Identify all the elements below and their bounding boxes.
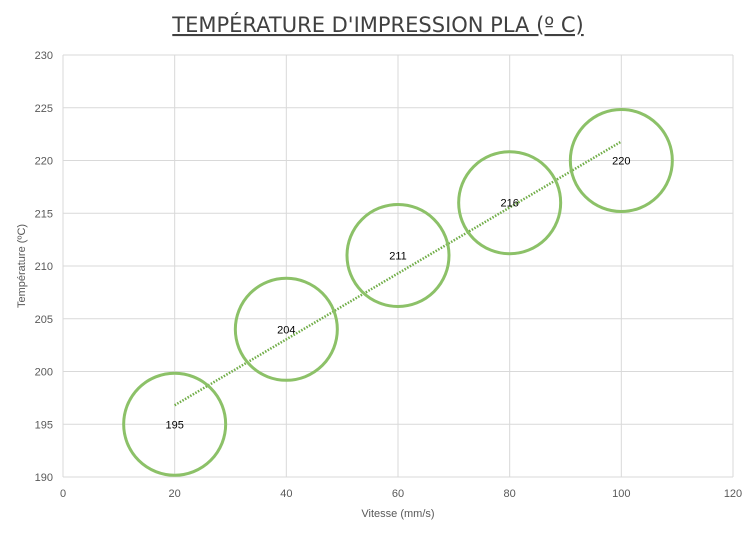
data-label: 204 xyxy=(277,324,295,336)
data-point xyxy=(345,202,451,308)
y-tick-label: 220 xyxy=(35,156,53,168)
y-axis-label: Température (ºC) xyxy=(16,224,28,308)
x-tick-label: 120 xyxy=(724,488,742,500)
x-tick-label: 80 xyxy=(504,488,516,500)
data-points xyxy=(122,108,674,477)
x-tick-label: 100 xyxy=(612,488,630,500)
x-tick-label: 40 xyxy=(280,488,292,500)
x-tick-label: 60 xyxy=(392,488,404,500)
y-tick-label: 210 xyxy=(35,261,53,273)
data-label: 216 xyxy=(500,198,518,210)
y-tick-label: 225 xyxy=(35,103,53,115)
data-point xyxy=(568,108,674,213)
x-tick-label: 0 xyxy=(60,488,66,500)
data-label: 195 xyxy=(165,419,183,431)
data-point xyxy=(457,150,563,256)
y-tick-label: 195 xyxy=(35,419,53,431)
trendline-group xyxy=(174,140,622,407)
y-tick-label: 230 xyxy=(35,50,53,62)
data-labels: 195 204 211 216 220 xyxy=(165,156,630,432)
y-tick-label: 200 xyxy=(35,367,53,379)
trendline xyxy=(174,140,622,407)
y-axis-ticks: 190 195 200 205 210 215 220 225 230 xyxy=(35,50,53,484)
data-point xyxy=(122,371,228,477)
y-tick-label: 215 xyxy=(35,208,53,220)
chart-title: TEMPÉRATURE D'IMPRESSION PLA (º C) xyxy=(171,12,583,37)
x-tick-label: 20 xyxy=(169,488,181,500)
data-point xyxy=(233,276,339,382)
data-label: 220 xyxy=(612,156,630,168)
y-tick-label: 205 xyxy=(35,314,53,326)
x-axis-label: Vitesse (mm/s) xyxy=(361,508,434,520)
x-axis-ticks: 0 20 40 60 80 100 120 xyxy=(60,488,742,500)
y-tick-label: 190 xyxy=(35,472,53,484)
data-label: 211 xyxy=(389,250,407,262)
x-gridlines xyxy=(62,55,734,477)
